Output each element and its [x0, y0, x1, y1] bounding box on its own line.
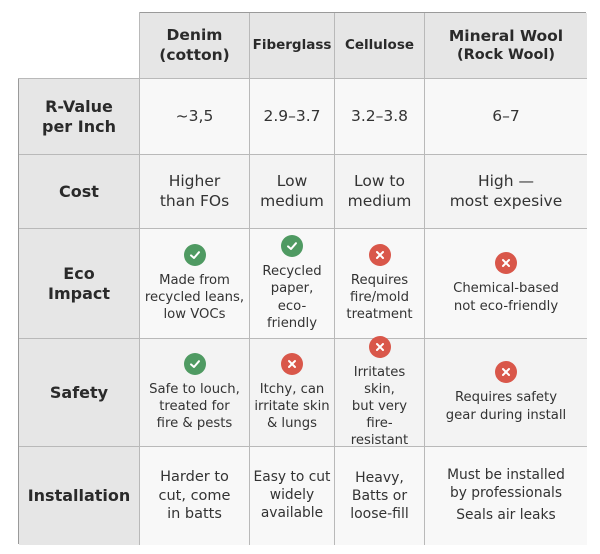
col-header-fiberglass: Fiberglass [250, 13, 335, 79]
cell-text: cut, come [158, 487, 231, 504]
cell-text: Must be installed [447, 466, 565, 483]
table-corner [17, 11, 140, 79]
cell-safety-mineral-wool: Requires safety gear during install [425, 339, 587, 447]
row-header-label: per Inch [42, 116, 116, 136]
cell-eco-denim: Made from recycled leans, low VOCs [140, 229, 250, 339]
cell-text: Chemical-based [453, 281, 559, 297]
cell-safety-cellulose: Irritates skin, but very fire-resistant [335, 335, 425, 449]
cell-safety-fiberglass: Itchy, can irritate skin & lungs [250, 339, 335, 447]
cell-text: Recycled [262, 264, 322, 280]
cell-text: than FOs [159, 191, 230, 210]
x-icon [368, 243, 391, 266]
col-header-denim: Denim (cotton) [140, 13, 250, 79]
row-header-safety: Safety [19, 339, 140, 447]
row-header-cost: Cost [19, 155, 140, 229]
cell-text: Batts or [351, 487, 408, 504]
cell-eco-fiberglass: Recycled paper, eco-friendly [250, 229, 335, 339]
cell-install-cellulose: Heavy, Batts or loose-fill [335, 447, 425, 545]
cell-text: 6–7 [492, 106, 520, 125]
cell-text: not eco-friendly [453, 298, 559, 314]
row-header-label: Safety [49, 382, 109, 402]
col-header-sublabel: (Rock Wool) [456, 47, 556, 64]
cell-text: fire & pests [156, 416, 233, 432]
cell-text: Low [276, 172, 308, 191]
check-icon [281, 235, 303, 258]
row-header-eco-impact: Eco Impact [19, 229, 140, 339]
x-icon [281, 352, 303, 375]
cell-rvalue-fiberglass: 2.9–3.7 [250, 79, 335, 155]
cell-text: Requires [350, 272, 409, 288]
x-icon [495, 252, 517, 275]
check-icon [183, 352, 206, 375]
cell-rvalue-cellulose: 3.2–3.8 [335, 79, 425, 155]
col-header-label: Mineral Wool [448, 26, 564, 45]
cell-text: treated for [159, 398, 230, 414]
cell-text: Easy to cut [253, 469, 331, 486]
cell-text: treatment [346, 307, 413, 323]
cell-text: in batts [167, 506, 222, 523]
row-header-installation: Installation [19, 447, 140, 545]
cell-text: loose-fill [350, 506, 409, 523]
row-header-label: Installation [27, 486, 131, 505]
cell-eco-cellulose: Requires fire/mold treatment [335, 229, 425, 339]
col-header-label: Denim [166, 26, 223, 45]
cell-text: Made from [159, 272, 230, 288]
cell-text: medium [260, 191, 324, 210]
cell-text: irritate skin [254, 398, 330, 414]
cell-cost-denim: Higher than FOs [140, 155, 250, 229]
check-icon [183, 243, 206, 266]
cell-text: 3.2–3.8 [350, 106, 409, 125]
row-header-label: R-Value [45, 96, 113, 116]
cell-text: Harder to [160, 468, 229, 485]
cell-install-mineral-wool: Must be installed by professionals Seals… [425, 447, 587, 545]
cell-text: High — [477, 172, 535, 191]
cell-install-fiberglass: Easy to cut widely available [250, 447, 335, 545]
cell-text: recycled leans, [144, 289, 245, 305]
cell-text: medium [347, 191, 412, 210]
cell-text: by professionals [449, 484, 563, 501]
cell-text: most expesive [449, 191, 563, 210]
cell-text: fire-resistant [350, 416, 409, 449]
cell-cost-cellulose: Low to medium [335, 155, 425, 229]
cell-text: low VOCs [163, 307, 226, 323]
comparison-table: Denim (cotton) Fiberglass Cellulose Mine… [17, 11, 587, 545]
cell-rvalue-denim: ~3,5 [140, 79, 250, 155]
cell-text: Safe to louch, [149, 381, 240, 397]
cell-install-denim: Harder to cut, come in batts [140, 447, 250, 545]
cell-safety-denim: Safe to louch, treated for fire & pests [140, 339, 250, 447]
cell-text: paper, [270, 281, 314, 297]
cell-text: but very [351, 398, 408, 414]
cell-text: Itchy, can [259, 381, 325, 397]
cell-text: 2.9–3.7 [263, 106, 321, 125]
row-header-r-value: R-Value per Inch [19, 79, 140, 155]
row-header-label: Eco [63, 263, 95, 283]
col-header-label: Fiberglass [252, 37, 332, 54]
cell-text: Requires safety [454, 390, 558, 406]
cell-text: eco-friendly [266, 298, 318, 331]
cell-cost-fiberglass: Low medium [250, 155, 335, 229]
cell-text: Irritates skin, [353, 364, 406, 397]
cell-text: widely [269, 487, 315, 504]
col-header-label: Cellulose [344, 37, 415, 54]
col-header-mineral-wool: Mineral Wool (Rock Wool) [425, 13, 587, 79]
cell-text: Higher [168, 172, 221, 191]
cell-text: fire/mold [350, 289, 409, 305]
x-icon [495, 361, 517, 384]
cell-text: Low to [353, 172, 405, 191]
cell-text: Seals air leaks [456, 507, 556, 524]
col-header-cellulose: Cellulose [335, 13, 425, 79]
cell-eco-mineral-wool: Chemical-based not eco-friendly [425, 229, 587, 339]
row-header-label: Impact [47, 283, 110, 303]
cell-text: Heavy, [355, 469, 404, 486]
x-icon [368, 335, 391, 358]
cell-cost-mineral-wool: High — most expesive [425, 155, 587, 229]
row-header-label: Cost [59, 181, 99, 201]
col-header-sublabel: (cotton) [159, 45, 230, 64]
cell-text: gear during install [445, 407, 567, 423]
cell-text: available [260, 504, 324, 521]
cell-rvalue-mineral-wool: 6–7 [425, 79, 587, 155]
cell-text: ~3,5 [175, 106, 214, 125]
cell-text: & lungs [266, 416, 318, 432]
